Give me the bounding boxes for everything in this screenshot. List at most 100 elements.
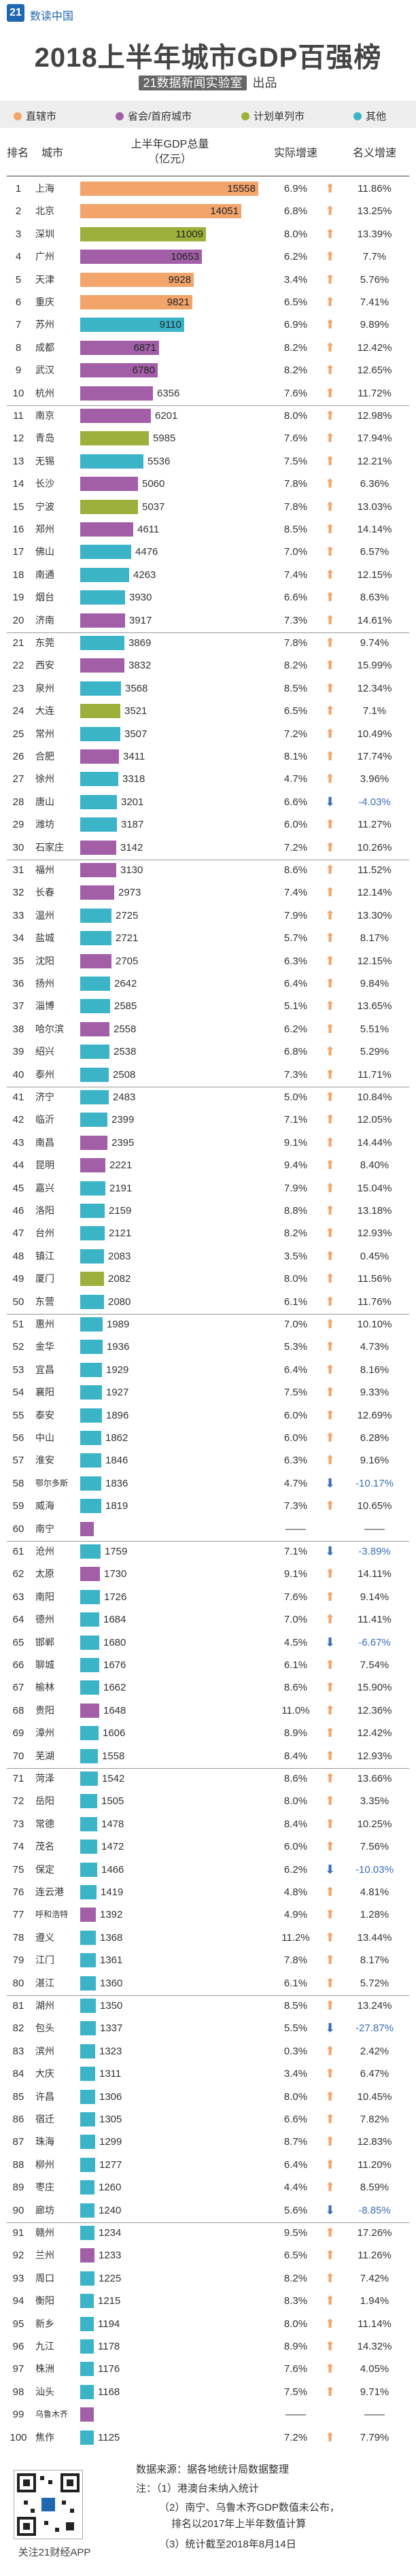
gdp-label: 2721 [116, 932, 139, 944]
table-row: 31 福州 3130 8.6% ⬆ 11.52% [0, 860, 416, 881]
gdp-label: 1726 [104, 1591, 127, 1603]
real-growth: 6.5% [283, 296, 308, 308]
table-row: 57 淮安 1846 6.3% ⬆ 9.16% [0, 1450, 416, 1471]
rank-cell: 82 [12, 2022, 24, 2034]
gdp-bar [80, 341, 159, 355]
real-growth: 8.2% [283, 660, 308, 671]
arrow-up-icon: ⬆ [325, 1794, 336, 1808]
nominal-growth: 15.04% [357, 1183, 392, 1194]
arrow-up-icon: ⬆ [325, 341, 336, 354]
qr-caption: 关注21财经APP [18, 2547, 91, 2558]
nominal-growth: 10.84% [357, 1091, 392, 1103]
nominal-growth: 9.71% [360, 2386, 389, 2398]
table-row: 15 宁波 5037 7.8% ⬆ 13.03% [0, 496, 416, 518]
city-cell: 大连 [35, 705, 54, 716]
real-growth: 6.4% [283, 1364, 308, 1376]
arrow-down-icon: ⬇ [325, 1544, 336, 1558]
qr-code-icon [17, 2473, 80, 2536]
top-bar: 21 数读中国 [0, 0, 416, 27]
arrow-up-icon: ⬆ [325, 1045, 336, 1058]
gdp-bar [80, 2248, 94, 2263]
rank-cell: 13 [12, 456, 24, 467]
arrow-down-icon: ⬇ [325, 1476, 336, 1490]
gdp-label: 2191 [109, 1183, 133, 1194]
city-cell: 西安 [35, 660, 54, 671]
table-row: 59 威海 1819 7.3% ⬆ 10.65% [0, 1495, 416, 1516]
rank-cell: 78 [12, 1932, 24, 1944]
real-growth: 5.6% [283, 2205, 308, 2216]
nominal-growth: 13.25% [357, 205, 392, 217]
real-growth: 7.5% [283, 456, 308, 467]
rank-cell: 79 [12, 1954, 24, 1966]
gdp-bar [80, 954, 111, 968]
nominal-growth: 0.45% [360, 1251, 389, 1262]
nominal-growth: 11.52% [358, 864, 392, 876]
rank-cell: 45 [12, 1183, 24, 1194]
arrow-up-icon: ⬆ [325, 545, 336, 558]
rank-cell: 35 [12, 955, 24, 967]
city-cell: 常州 [35, 728, 54, 739]
real-growth: 6.2% [283, 1864, 308, 1876]
arrow-up-icon: ⬆ [325, 1908, 336, 1921]
gdp-bar [80, 681, 121, 696]
gdp-label: 1542 [102, 1773, 125, 1784]
city-cell: 宿迁 [35, 2114, 54, 2124]
nominal-growth: 11.86% [358, 183, 392, 194]
table-row: 40 泰州 2508 7.3% ⬆ 11.71% [0, 1064, 416, 1085]
table-row: 81 湖州 1350 8.5% ⬆ 13.24% [0, 1995, 416, 2016]
city-cell: 惠州 [35, 1319, 54, 1329]
group-divider [7, 405, 409, 406]
city-cell: 新乡 [35, 2318, 54, 2329]
nominal-growth: 9.84% [360, 978, 389, 989]
city-cell: 无锡 [35, 456, 54, 467]
rank-cell: 81 [12, 2000, 24, 2012]
rank-cell: 93 [12, 2273, 24, 2284]
qr-code [14, 2470, 83, 2539]
table-row: 39 绍兴 2538 6.8% ⬆ 5.29% [0, 1041, 416, 1062]
real-growth: 11.0% [281, 1705, 310, 1716]
arrow-up-icon: ⬆ [325, 999, 336, 1013]
real-growth: 4.8% [283, 1886, 308, 1898]
nominal-growth: 9.89% [360, 319, 389, 331]
city-cell: 潍坊 [35, 819, 54, 830]
nominal-growth: 8.17% [360, 1954, 389, 1966]
nominal-growth: 1.94% [360, 2295, 389, 2307]
gdp-label: 1260 [99, 2182, 122, 2193]
arrow-up-icon: ⬆ [325, 1136, 336, 1149]
real-growth: 4.7% [283, 1478, 308, 1489]
real-growth: 7.3% [283, 1069, 308, 1081]
real-growth: 8.3% [283, 2295, 308, 2307]
arrow-up-icon: ⬆ [325, 227, 336, 241]
legend-label: 计划单列市 [254, 111, 305, 122]
gdp-label: 2221 [109, 1159, 133, 1171]
city-cell: 沧州 [35, 1546, 54, 1557]
arrow-up-icon: ⬆ [325, 1340, 336, 1353]
gdp-label: 2483 [113, 1091, 136, 1103]
gdp-label: 1392 [100, 1909, 123, 1920]
group-divider [7, 632, 409, 633]
gdp-bar [80, 1295, 104, 1309]
gdp-label: 9110 [159, 319, 181, 331]
real-growth: 7.0% [283, 546, 308, 558]
real-growth: 8.4% [283, 1818, 308, 1830]
rank-cell: 75 [12, 1864, 24, 1876]
rank-cell: 23 [12, 683, 24, 694]
city-cell: 太原 [35, 1568, 54, 1579]
gdp-label: 2705 [116, 955, 139, 967]
header-rank: 排名 [6, 148, 29, 159]
city-cell: 郑州 [35, 524, 54, 535]
city-cell: 泰安 [35, 1410, 54, 1421]
table-row: 8 成都 6871 8.2% ⬆ 12.42% [0, 337, 416, 358]
rank-cell: 91 [12, 2227, 24, 2239]
city-cell: 邯郸 [35, 1637, 54, 1648]
rank-cell: 64 [12, 1614, 24, 1625]
table-row: 32 长春 2973 7.4% ⬆ 12.14% [0, 882, 416, 903]
arrow-up-icon: ⬆ [325, 2090, 336, 2103]
gdp-label: 1730 [104, 1568, 127, 1580]
real-growth: 8.5% [283, 683, 308, 694]
city-cell: 漳州 [35, 1727, 54, 1738]
rank-cell: 17 [12, 546, 24, 558]
real-growth: 6.6% [283, 796, 308, 808]
real-growth: 5.0% [283, 1091, 308, 1103]
city-cell: 聊城 [35, 1659, 54, 1670]
